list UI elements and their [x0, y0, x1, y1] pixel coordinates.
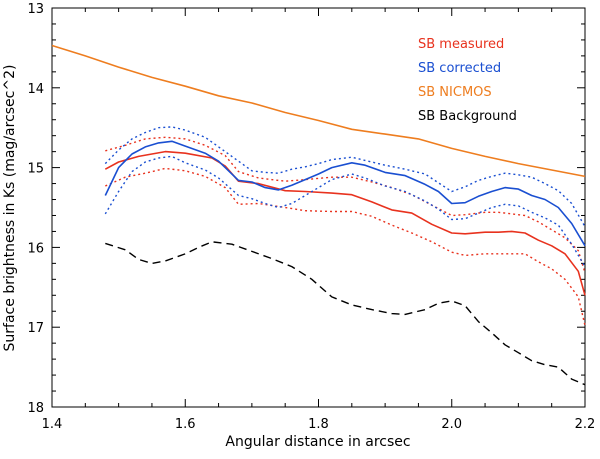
x-tick-label: 1.8 — [308, 417, 329, 432]
legend: SB measured SB corrected SB NICMOS SB Backg… — [418, 37, 517, 124]
x-tick-label: 2.0 — [441, 417, 462, 432]
y-tick-label: 17 — [27, 321, 44, 336]
y-axis-label: Surface brightness in Ks (mag/arcsec^2) — [2, 65, 18, 352]
legend-entry: SB corrected — [418, 61, 501, 76]
y-tick-label: 14 — [27, 82, 44, 97]
series-lines — [52, 45, 585, 384]
y-tick-label: 18 — [27, 401, 44, 416]
series-line — [105, 242, 585, 385]
plot-frame — [52, 8, 585, 407]
y-tick-label: 13 — [27, 2, 44, 17]
x-tick-label: 2.2 — [575, 417, 596, 432]
legend-entry: SB Background — [418, 109, 517, 124]
series-line — [105, 152, 585, 296]
y-tick-label: 16 — [27, 241, 44, 256]
x-tick-label: 1.6 — [175, 417, 196, 432]
x-tick-label: 1.4 — [42, 417, 63, 432]
legend-entry: SB NICMOS — [418, 85, 492, 100]
x-axis-label: Angular distance in arcsec — [225, 434, 410, 450]
legend-entry: SB measured — [418, 37, 504, 52]
y-tick-label: 15 — [27, 162, 44, 177]
axis-ticks: 1.4 1.6 1.8 2.0 2.2 13 14 15 16 17 18 — [27, 2, 595, 432]
